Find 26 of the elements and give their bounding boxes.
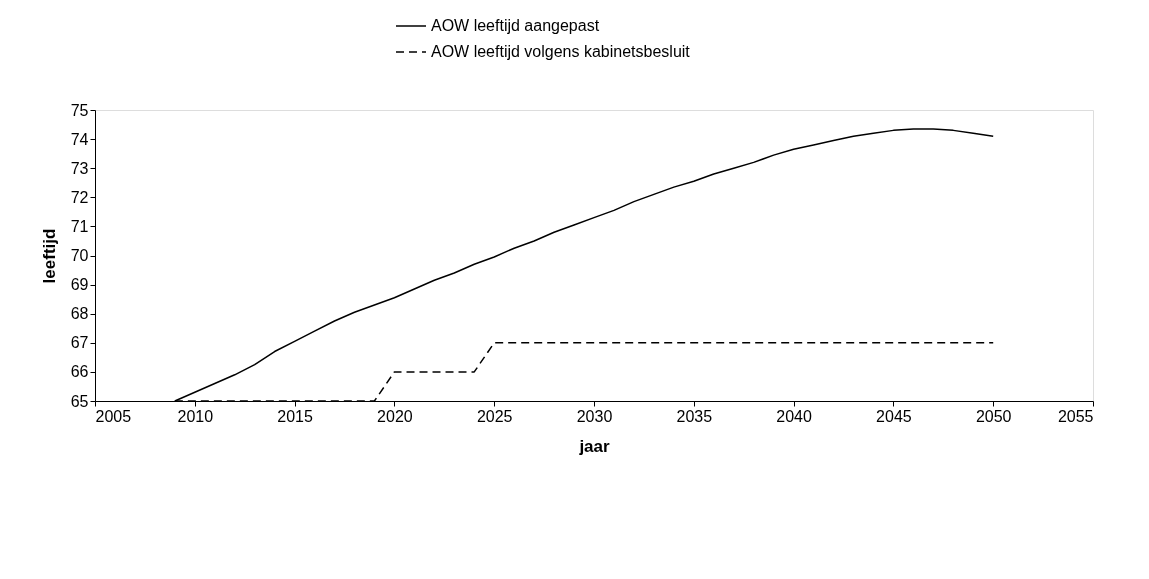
y-axis-title: leeftijd (39, 228, 59, 284)
y-tick-label: 67 (70, 334, 89, 352)
y-tick-label: 72 (70, 188, 89, 206)
legend-label: AOW leeftijd aangepast (431, 17, 600, 34)
legend-label: AOW leeftijd volgens kabinetsbesluit (431, 43, 691, 60)
x-tick-label: 2015 (277, 407, 313, 425)
x-tick-label: 2055 (1057, 407, 1094, 425)
x-tick-label: 2030 (576, 407, 613, 425)
x-tick-label: 2035 (676, 407, 713, 425)
y-tick-label: 74 (70, 130, 89, 148)
x-tick-label: 2050 (975, 407, 1012, 425)
x-axis-title: jaar (578, 436, 611, 456)
y-tick-label: 69 (70, 276, 89, 294)
y-tick-label: 68 (70, 305, 89, 323)
y-tick-label: 75 (70, 101, 89, 119)
y-tick-label: 65 (70, 392, 89, 410)
x-tick-label: 2005 (95, 407, 132, 425)
y-tick-label: 71 (70, 217, 89, 235)
x-tick-label: 2040 (776, 407, 812, 425)
x-tick-label: 2025 (476, 407, 513, 425)
y-tick-label: 73 (70, 159, 89, 177)
y-tick-label: 66 (70, 363, 89, 381)
x-tick-label: 2020 (377, 407, 413, 425)
y-tick-label: 70 (70, 247, 89, 264)
x-tick-label: 2045 (876, 407, 912, 425)
x-tick-label: 2010 (177, 407, 214, 425)
